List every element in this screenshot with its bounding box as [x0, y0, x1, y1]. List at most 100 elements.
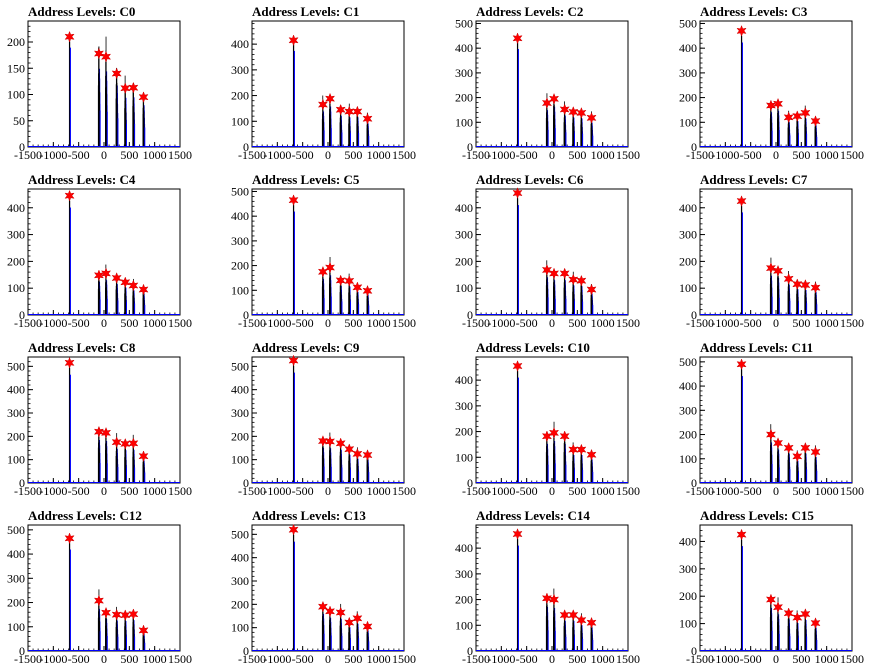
x-tick-label: -500	[516, 652, 538, 666]
y-tick-label: 500	[231, 527, 249, 541]
y-tick-label: 200	[7, 596, 25, 610]
histogram-peak	[796, 113, 800, 147]
peak-marker-star-icon	[324, 261, 336, 274]
histogram-peak	[321, 437, 325, 483]
x-tick-label: 0	[773, 316, 779, 330]
panel-title: Address Levels: C0	[28, 4, 135, 19]
x-tick-label: -1500	[238, 652, 266, 666]
x-tick-label: 1500	[616, 316, 640, 330]
x-tick-label: -500	[68, 316, 90, 330]
x-tick-label: 1000	[143, 652, 167, 666]
panel-title: Address Levels: C13	[252, 508, 366, 523]
histogram-peak	[740, 201, 743, 315]
x-tick-label: -500	[292, 484, 314, 498]
y-tick-label: 300	[231, 406, 249, 420]
x-tick-label: -500	[516, 148, 538, 162]
peak-marker-star-icon	[772, 97, 784, 110]
peak-marker-star-icon	[111, 608, 122, 621]
x-tick-label: -500	[516, 316, 538, 330]
histogram-peak	[68, 36, 71, 147]
y-tick-label: 100	[7, 281, 25, 295]
y-tick-label: 400	[455, 201, 473, 215]
histogram-peak	[769, 595, 773, 651]
peak-marker-star-icon	[288, 354, 299, 367]
peak-marker-star-icon	[586, 111, 597, 124]
x-tick-label: -1000	[711, 484, 739, 498]
peak-marker-star-icon	[586, 283, 597, 296]
y-tick-label: 100	[7, 453, 25, 467]
y-tick-label: 100	[679, 452, 697, 466]
histogram-peak	[572, 109, 576, 147]
histogram-peak	[366, 452, 370, 483]
x-tick-label: 0	[549, 148, 555, 162]
histogram-peak	[580, 446, 584, 483]
plot-frame	[475, 20, 629, 148]
y-tick-label: 100	[455, 115, 473, 129]
peak-marker-star-icon	[736, 528, 747, 541]
peak-marker-star-icon	[64, 532, 75, 545]
x-tick-label: -1500	[686, 652, 714, 666]
peak-marker-star-icon	[344, 105, 355, 118]
x-tick-label: 1000	[143, 484, 167, 498]
histogram-peak	[580, 110, 584, 147]
address-level-panel: Address Levels: C31002003004005000-1500-…	[679, 4, 864, 162]
y-tick-label: 200	[231, 89, 249, 103]
peak-marker-star-icon	[100, 606, 112, 619]
peak-marker-star-icon	[541, 97, 553, 109]
x-tick-label: -1000	[39, 652, 67, 666]
y-tick-label: 200	[7, 35, 25, 49]
histogram-peak	[552, 421, 556, 483]
x-tick-label: 500	[344, 316, 362, 330]
peak-marker-star-icon	[792, 450, 803, 463]
peak-marker-star-icon	[335, 274, 346, 287]
x-tick-label: 1500	[616, 652, 640, 666]
y-tick-label: 400	[7, 547, 25, 561]
peak-marker-star-icon	[317, 600, 329, 613]
x-tick-label: -1500	[238, 316, 266, 330]
histogram-peak	[814, 620, 818, 651]
histogram-peak	[572, 612, 576, 651]
peak-marker-star-icon	[362, 620, 373, 633]
peak-marker-star-icon	[362, 112, 373, 125]
histogram-peak	[563, 101, 567, 147]
x-tick-label: -1000	[487, 316, 515, 330]
histogram-peak	[796, 450, 800, 483]
histogram-peak	[132, 82, 136, 147]
y-tick-label: 300	[455, 567, 473, 581]
x-tick-label: -1000	[263, 652, 291, 666]
y-tick-label: 100	[679, 115, 697, 129]
peak-marker-star-icon	[800, 279, 811, 291]
address-level-panel: Address Levels: C11002003004000-1500-100…	[231, 4, 416, 162]
histogram-peak	[572, 442, 576, 483]
x-tick-label: -500	[68, 484, 90, 498]
x-tick-label: 1500	[168, 316, 192, 330]
peak-marker-star-icon	[783, 607, 794, 620]
y-tick-label: 0	[467, 476, 473, 490]
peak-marker-star-icon	[111, 67, 122, 80]
histogram-peak	[115, 433, 119, 483]
plot-frame	[251, 188, 405, 316]
peak-marker-star-icon	[111, 436, 122, 449]
x-tick-label: 1000	[143, 316, 167, 330]
y-tick-label: 0	[19, 308, 25, 322]
histogram-peak	[356, 447, 360, 483]
y-tick-label: 300	[231, 63, 249, 77]
y-tick-label: 500	[455, 16, 473, 30]
peak-marker-star-icon	[559, 430, 570, 443]
peak-marker-star-icon	[810, 115, 821, 127]
peak-marker-star-icon	[586, 616, 597, 629]
peak-marker-star-icon	[64, 30, 75, 43]
address-level-panel: Address Levels: C71002003004000-1500-100…	[679, 172, 864, 330]
peak-marker-star-icon	[352, 281, 363, 294]
peak-marker-star-icon	[792, 110, 803, 123]
x-tick-label: 0	[549, 484, 555, 498]
histogram-peak	[580, 613, 584, 651]
x-tick-label: 500	[568, 484, 586, 498]
y-tick-label: 300	[679, 562, 697, 576]
x-tick-label: 0	[325, 148, 331, 162]
y-tick-label: 300	[455, 228, 473, 242]
histogram-peak	[516, 366, 519, 483]
x-tick-label: 500	[568, 652, 586, 666]
histogram-peak	[124, 440, 128, 483]
